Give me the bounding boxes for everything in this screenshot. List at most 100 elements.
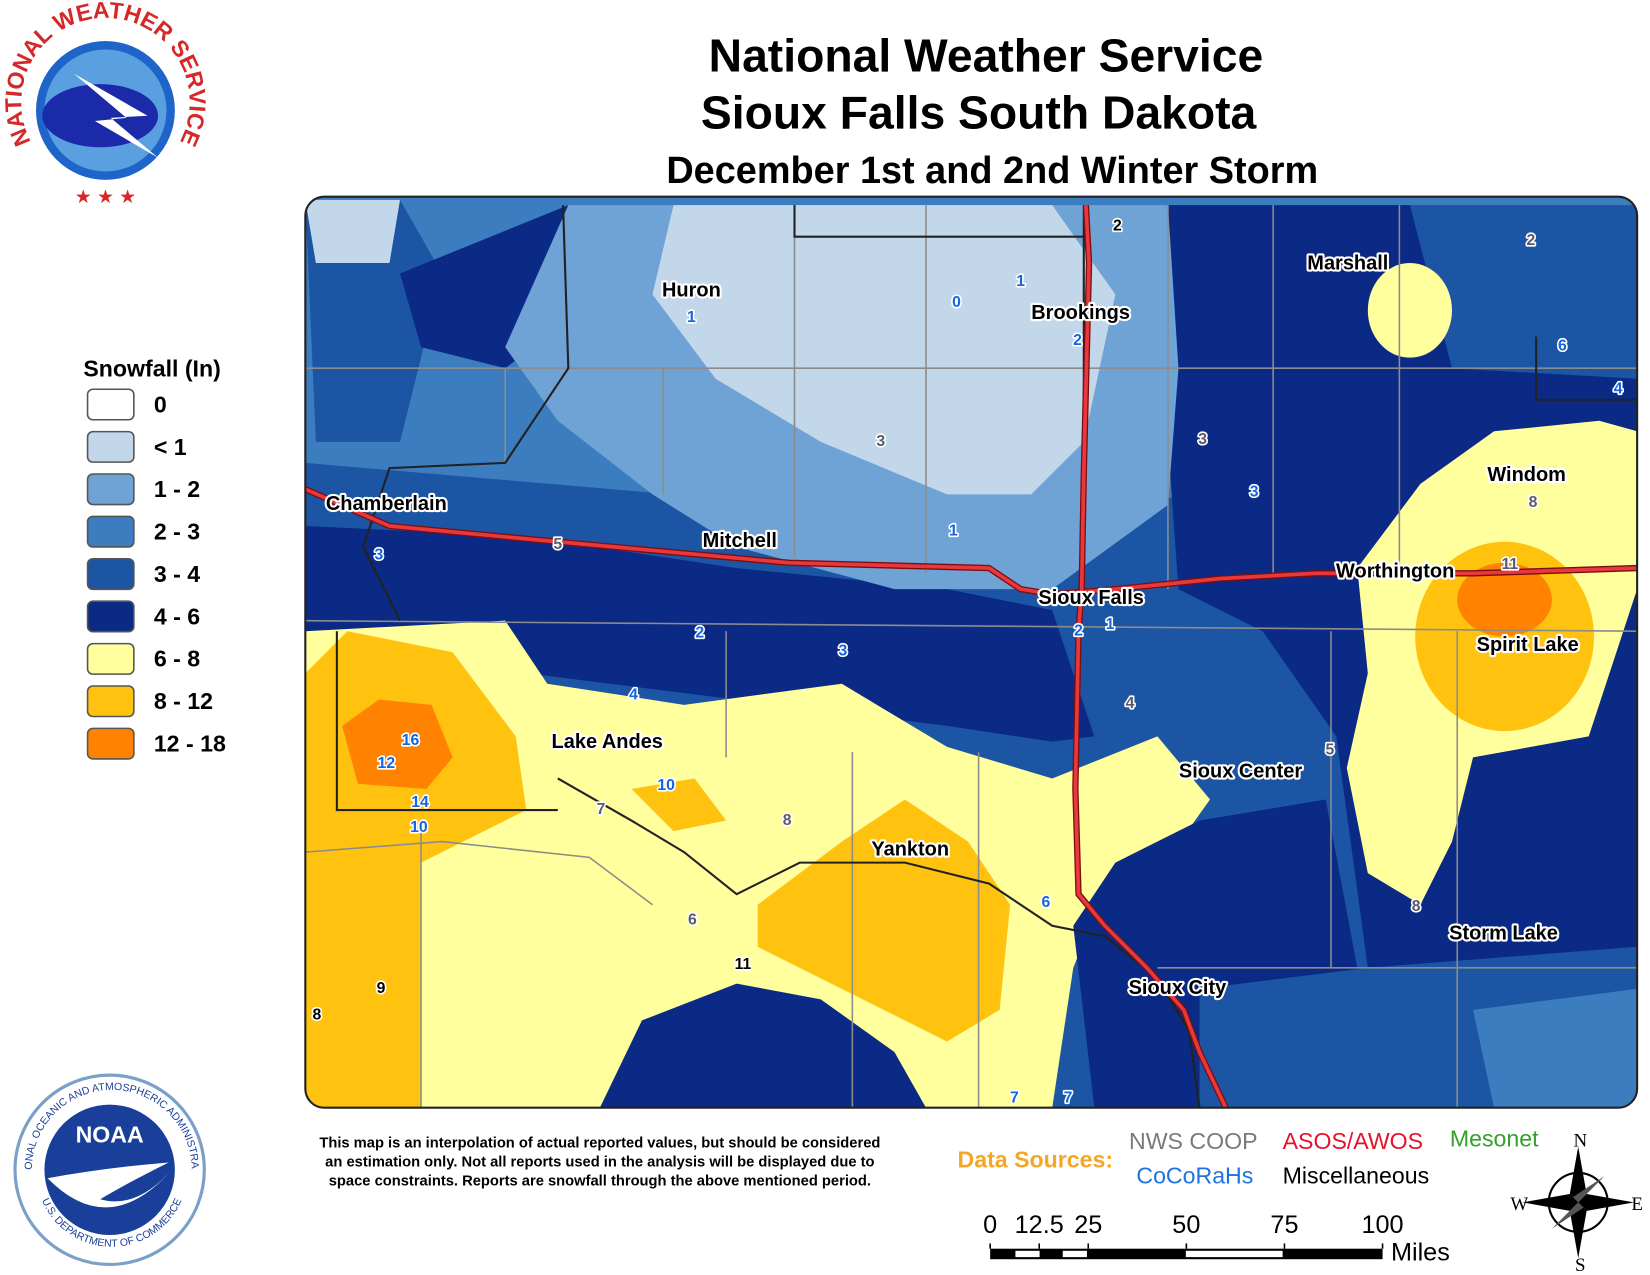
city-label: Storm Lake (1449, 922, 1558, 944)
legend-label: 2 - 3 (154, 519, 200, 545)
source-item: CoCoRaHs (1136, 1162, 1253, 1188)
legend-swatch (86, 473, 135, 506)
map-frame (304, 195, 1639, 1109)
source-item: ASOS/AWOS (1283, 1128, 1424, 1154)
city-label: Huron (662, 280, 721, 302)
legend-swatch (86, 600, 135, 633)
sources-label: Data Sources: (958, 1147, 1114, 1173)
scale-tick-label: 100 (1361, 1211, 1403, 1239)
legend-swatch (86, 430, 135, 463)
snowfall-report: 4 (1614, 380, 1623, 397)
snowfall-report: 5 (1326, 741, 1335, 758)
legend-swatch (86, 515, 135, 548)
snowfall-report: 3 (1198, 431, 1207, 448)
city-label: Spirit Lake (1477, 634, 1579, 656)
compass-label: S (1575, 1255, 1586, 1275)
compass: N E S W (1510, 1131, 1643, 1275)
city-label: Marshall (1307, 252, 1388, 274)
city-label: Brookings (1031, 302, 1130, 324)
snowfall-report: 11 (735, 956, 752, 973)
snowfall-report: 16 (402, 732, 420, 749)
snowfall-report: 1 (949, 522, 958, 539)
snowfall-report: 8 (1412, 898, 1421, 915)
footnote-line: This map is an interpolation of actual r… (319, 1136, 880, 1152)
scale-tick-label: 12.5 (1015, 1211, 1064, 1239)
city-label: Windom (1487, 464, 1566, 486)
city-label: Worthington (1336, 561, 1454, 583)
compass-label: N (1573, 1131, 1587, 1152)
snowfall-report: 2 (1073, 332, 1082, 349)
scale-tick-label: 75 (1270, 1211, 1298, 1239)
legend-label: 12 - 18 (154, 731, 226, 757)
legend-label: 1 - 2 (154, 476, 200, 502)
snowfall-report: 6 (688, 912, 697, 929)
legend-swatch (86, 558, 135, 591)
scale-tick-label: 25 (1074, 1211, 1102, 1239)
snowfall-report: 1 (1016, 273, 1025, 290)
city-label: Lake Andes (552, 731, 663, 753)
snowfall-report: 12 (378, 755, 396, 772)
snowfall-report: 4 (1126, 695, 1135, 712)
snowfall-report: 11 (1502, 556, 1519, 573)
snowfall-report: 3 (838, 642, 847, 659)
snowfall-map: Huron Brookings Marshall Windom Chamberlain M… (305, 196, 1638, 1108)
snowfall-report: 2 (1113, 217, 1122, 234)
legend-label: 6 - 8 (154, 646, 200, 672)
data-sources: Data Sources: NWS COOP ASOS/AWOS Mesonet… (958, 1126, 1540, 1189)
scale-tick-label: 0 (983, 1211, 997, 1239)
subtitle: December 1st and 2nd Winter Storm (666, 150, 1318, 192)
noaa-label: NOAA (76, 1121, 144, 1147)
snowfall-report: 9 (377, 980, 386, 997)
snowfall-report: 2 (1074, 622, 1083, 639)
snowfall-report: 2 (695, 625, 704, 642)
legend-title: Snowfall (In) (83, 356, 220, 382)
city-label: Mitchell (703, 530, 777, 552)
scale-bar: Miles 0 12.5 25 50 75 100 (983, 1211, 1450, 1266)
snowfall-report: 2 (1526, 232, 1535, 249)
snowfall-report: 3 (375, 547, 384, 564)
title: Sioux Falls South Dakota (701, 86, 1258, 138)
compass-label: W (1510, 1194, 1528, 1215)
snowfall-report: 3 (1250, 484, 1259, 501)
snowfall-report: 3 (876, 433, 885, 450)
city-label: Yankton (871, 838, 949, 860)
legend-swatch (86, 727, 135, 760)
city-label: Chamberlain (326, 493, 447, 515)
snowfall-report: 8 (783, 812, 792, 829)
scale-unit: Miles (1391, 1238, 1450, 1266)
snowfall-report: 1 (1106, 616, 1115, 633)
snowfall-report: 7 (597, 801, 606, 818)
snowfall-report: 0 (952, 294, 961, 311)
legend-label: 8 - 12 (154, 688, 213, 714)
city-label: Sioux Falls (1038, 587, 1143, 609)
source-item: NWS COOP (1129, 1128, 1257, 1154)
legend-label: < 1 (154, 434, 187, 460)
compass-label: E (1631, 1194, 1643, 1215)
snowfall-report: 5 (553, 536, 562, 553)
legend-swatch (86, 642, 135, 675)
source-item: Miscellaneous (1283, 1162, 1430, 1188)
city-labels: Huron Brookings Marshall Windom Chamberlain M… (324, 250, 1581, 1001)
footnote-line: space constraints. Reports are snowfall … (329, 1174, 871, 1190)
snowfall-report: 14 (411, 794, 429, 811)
snowfall-report: 7 (1064, 1089, 1073, 1106)
city-label: Sioux Center (1179, 760, 1302, 782)
legend-swatch (86, 388, 135, 421)
legend: Snowfall (In) 0 < 1 1 - 2 2 - 3 3 - 4 4 - 6 6 … (83, 356, 226, 760)
footnote: This map is an interpolation of actual r… (319, 1136, 880, 1190)
scale-tick-label: 50 (1172, 1211, 1200, 1239)
snowfall-report: 10 (410, 819, 428, 836)
snowfall-report: 7 (1010, 1089, 1019, 1106)
nws-logo: NATIONAL WEATHER SERVICE ★ ★ ★ (0, 0, 211, 208)
legend-label: 3 - 4 (154, 561, 200, 587)
svg-text:★ ★ ★: ★ ★ ★ (75, 187, 136, 208)
source-item: Mesonet (1450, 1126, 1539, 1152)
legend-label: 0 (154, 391, 167, 417)
legend-label: 4 - 6 (154, 603, 200, 629)
snowfall-report: 8 (1529, 494, 1538, 511)
title: National Weather Service (709, 30, 1264, 82)
snowfall-report: 6 (1558, 337, 1567, 354)
